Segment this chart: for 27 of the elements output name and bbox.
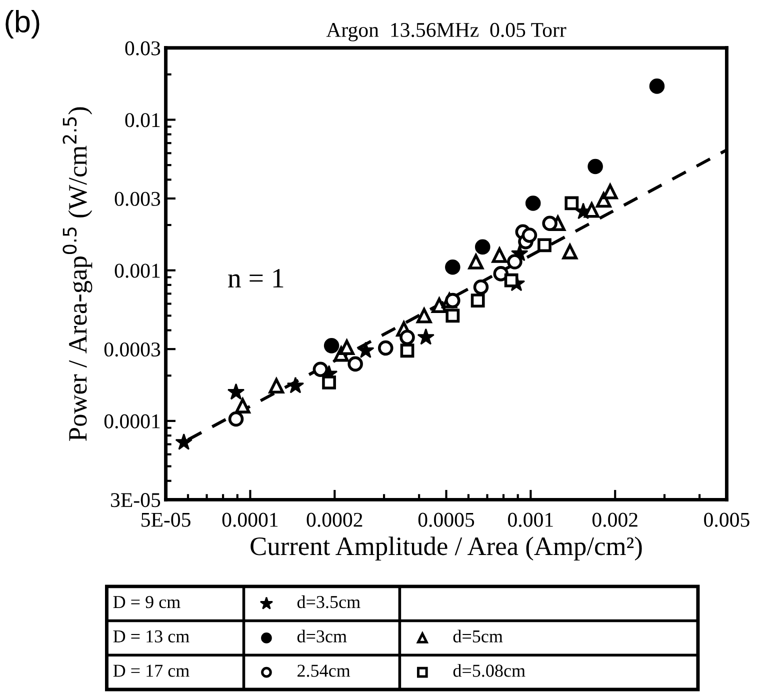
y-axis-title: Power / Area-gap$^{0.5}$ (W/cm$^{2.5}$): [62, 107, 92, 441]
annotation: n = 1: [228, 269, 284, 288]
x-tick-label: 5E-05: [142, 512, 190, 527]
x-tick-label: 0.0001: [222, 512, 278, 527]
y-tick-label: 0.0003: [104, 342, 160, 357]
y-tick-label: 0.0001: [104, 414, 160, 428]
legend-label: d=5cm: [453, 630, 503, 642]
x-axis-title: Current Amplitude / Area (Amp/cm²): [250, 536, 642, 561]
text: D = 17 cm: [113, 664, 190, 677]
text: (b): [6, 10, 40, 39]
chart-title: Argon 13.56MHz 0.05 Torr: [326, 22, 566, 42]
legend-label: d=3.5cm: [297, 595, 360, 608]
x-tick-label: 0.0002: [306, 512, 362, 527]
x-tick-label: 0.0005: [418, 512, 474, 527]
y-tick-label: 0.001: [114, 264, 160, 278]
text: D = 9 cm: [113, 596, 180, 608]
y-tick-label: 0.01: [125, 113, 160, 128]
legend-label: d=3cm: [297, 630, 347, 642]
text: D = 13 cm: [113, 630, 190, 642]
y-tick-label: 0.003: [114, 192, 160, 206]
x-tick-label: 0.001: [508, 512, 553, 527]
y-tick-label: 0.03: [125, 41, 160, 56]
y-tick-label: 3E-05: [111, 493, 160, 508]
x-tick-label: 0.002: [592, 512, 638, 527]
legend-label: 2.54cm: [298, 664, 350, 677]
x-tick-label: 0.005: [704, 512, 750, 527]
legend-label: d=5.08cm: [453, 664, 526, 677]
